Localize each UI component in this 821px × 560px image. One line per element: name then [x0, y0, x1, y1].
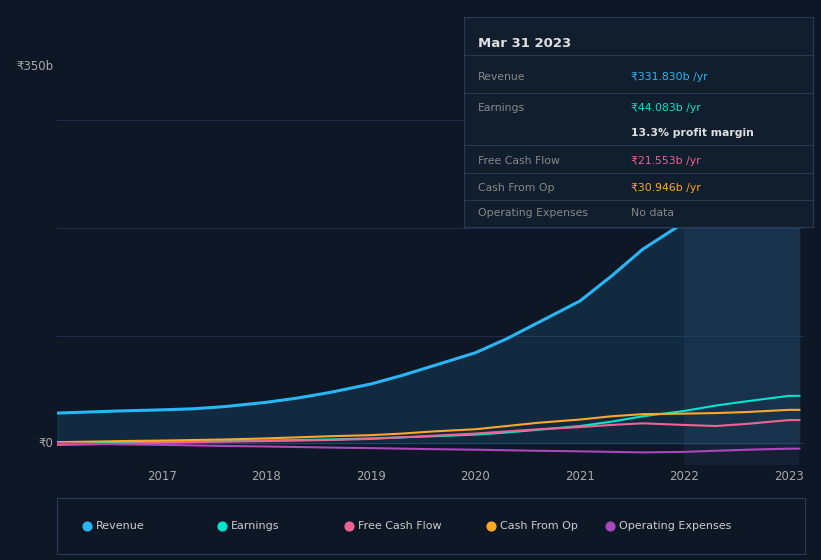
Text: ₹331.830b /yr: ₹331.830b /yr — [631, 72, 708, 82]
Text: Cash From Op: Cash From Op — [478, 183, 554, 193]
Text: Earnings: Earnings — [478, 103, 525, 113]
Text: Revenue: Revenue — [478, 72, 525, 82]
Text: ₹350b: ₹350b — [16, 59, 53, 73]
Text: Earnings: Earnings — [231, 521, 279, 531]
Text: Operating Expenses: Operating Expenses — [619, 521, 732, 531]
Text: ₹30.946b /yr: ₹30.946b /yr — [631, 183, 701, 193]
Text: ₹44.083b /yr: ₹44.083b /yr — [631, 103, 701, 113]
Bar — [685, 39, 800, 465]
Text: Operating Expenses: Operating Expenses — [478, 208, 588, 218]
Text: Free Cash Flow: Free Cash Flow — [358, 521, 442, 531]
Text: 13.3% profit margin: 13.3% profit margin — [631, 128, 754, 138]
Text: Mar 31 2023: Mar 31 2023 — [478, 36, 571, 49]
Text: Cash From Op: Cash From Op — [500, 521, 578, 531]
Text: ₹0: ₹0 — [39, 437, 53, 450]
Text: Revenue: Revenue — [96, 521, 145, 531]
Text: ₹21.553b /yr: ₹21.553b /yr — [631, 156, 701, 166]
Text: Free Cash Flow: Free Cash Flow — [478, 156, 560, 166]
Point — [793, 81, 806, 90]
Point — [696, 267, 709, 276]
Text: No data: No data — [631, 208, 674, 218]
